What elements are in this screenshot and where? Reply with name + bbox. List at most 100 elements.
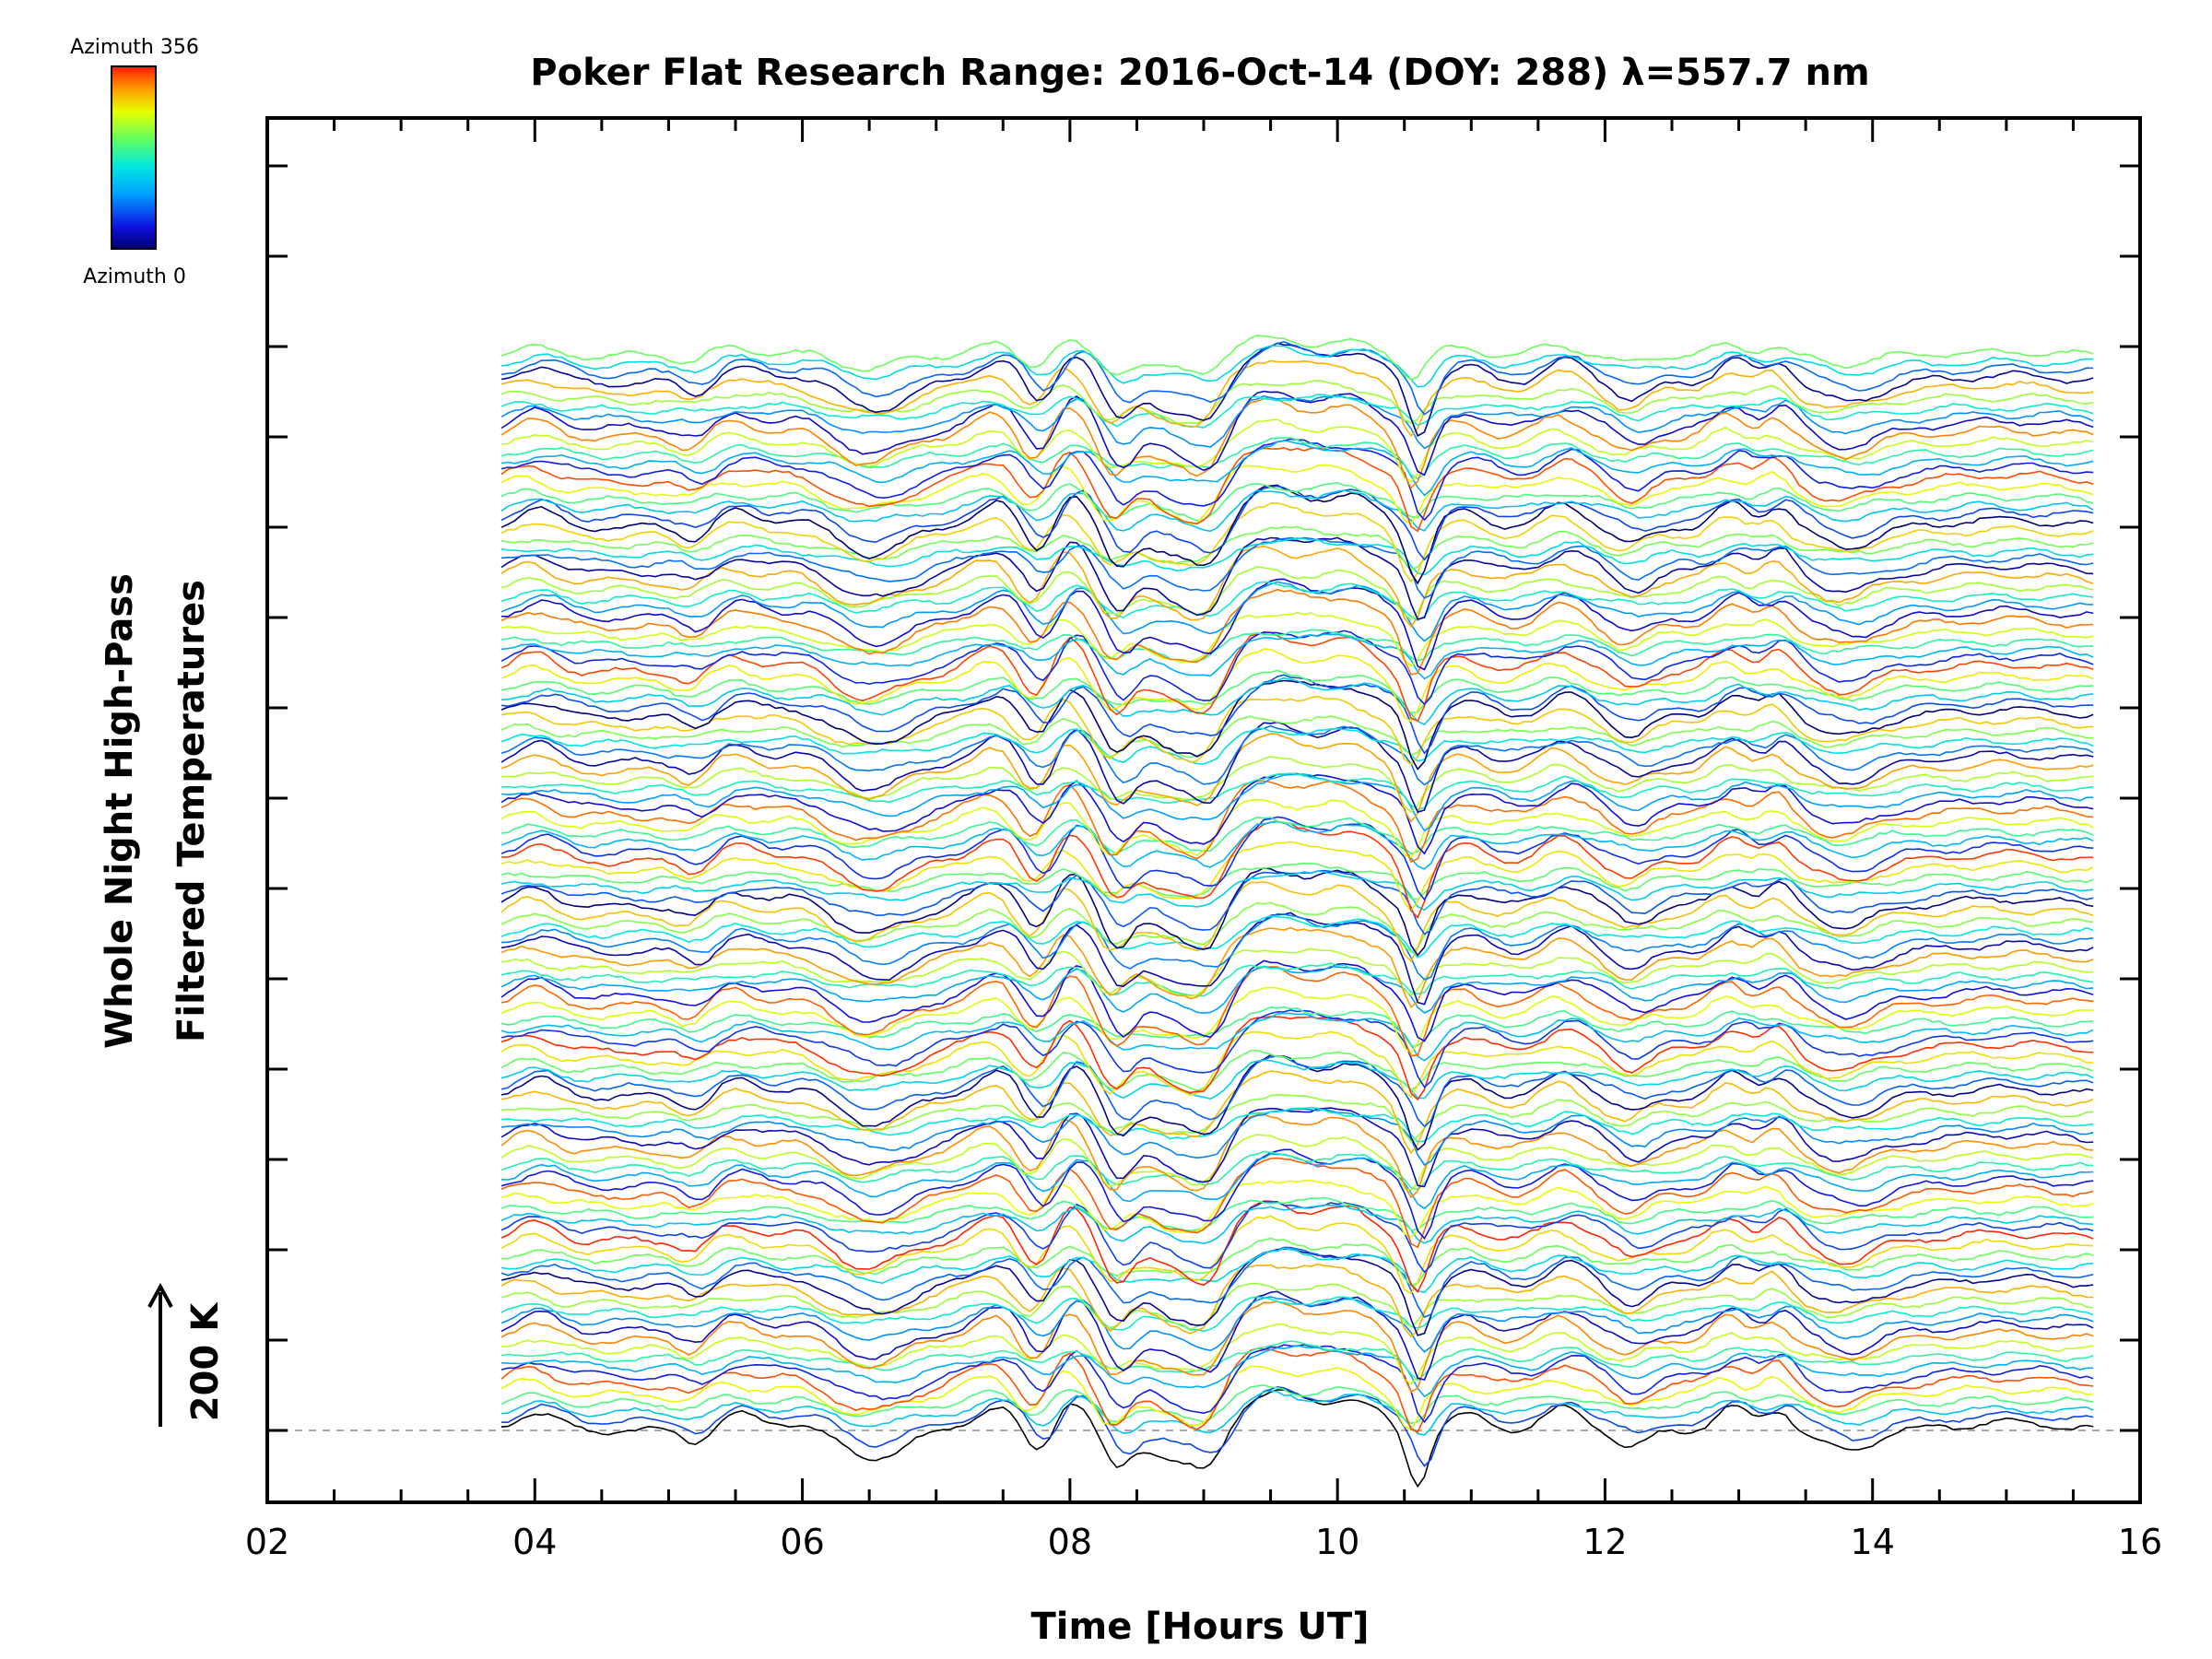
series-line (500, 1148, 2094, 1241)
series-line (500, 780, 2094, 864)
x-tick-label: 06 (780, 1522, 824, 1562)
series-line (500, 914, 2094, 959)
series-line (500, 1107, 2094, 1188)
series-line (500, 380, 2094, 425)
series-line (500, 396, 2094, 489)
series-line (500, 536, 2094, 620)
series-line (500, 1012, 2094, 1062)
series-line (500, 1053, 2094, 1151)
x-tick-label: 04 (512, 1522, 557, 1562)
scale-label: 200 K (184, 1301, 227, 1421)
axis-ticks (265, 118, 2142, 1502)
colorbar: Azimuth 356 Azimuth 0 (70, 36, 199, 288)
series-line (500, 1200, 2094, 1274)
series-line (500, 1157, 2094, 1249)
series-line (500, 1204, 2094, 1244)
series-line (500, 1383, 2094, 1425)
series-line (500, 588, 2094, 676)
series-line (500, 484, 2094, 585)
series-line (500, 816, 2094, 855)
chart-title: Poker Flat Research Range: 2016-Oct-14 (… (530, 52, 1869, 94)
series-line (500, 772, 2094, 855)
series-line (500, 679, 2094, 771)
series-line (500, 986, 2094, 1055)
series-line (500, 966, 2094, 1057)
series-line (500, 525, 2094, 571)
series-line (500, 1016, 2094, 1101)
series-line (501, 1385, 2094, 1467)
series-line (500, 1345, 2094, 1398)
series-line (500, 1179, 2094, 1239)
series-line (500, 1300, 2094, 1394)
series-line (500, 1150, 2094, 1191)
series-line (500, 727, 2094, 765)
y-axis-label: Whole Night High-Pass Filtered Temperatu… (99, 573, 213, 1049)
series-line (500, 1030, 2094, 1099)
series-line (500, 1290, 2094, 1382)
series-line (500, 581, 2094, 642)
series-line (500, 578, 2094, 671)
series-line (500, 345, 2094, 388)
y-axis-label-line-2: Filtered Temperatures (171, 580, 213, 1042)
series-line (500, 1296, 2094, 1333)
series-line (500, 674, 2094, 755)
series-line (500, 465, 2094, 525)
series-line (500, 359, 2094, 438)
series-line (500, 1153, 2094, 1210)
colorbar-top-label: Azimuth 356 (70, 36, 199, 59)
series-line (500, 965, 2094, 1015)
x-tick-labels: 02 04 06 08 10 12 14 16 (245, 1522, 2162, 1562)
series-line (500, 394, 2094, 429)
series-line (500, 481, 2094, 522)
scale-arrowhead-icon (147, 1282, 173, 1308)
series-line (500, 1196, 2094, 1232)
series-line (500, 1134, 2094, 1191)
series-line (500, 1200, 2094, 1293)
x-tick-label: 14 (1851, 1522, 1895, 1562)
series-line (500, 1282, 2094, 1331)
series-line (500, 724, 2094, 786)
series-line (500, 862, 2094, 900)
series-line (500, 489, 2094, 533)
series-line (500, 798, 2094, 859)
series-line (500, 394, 2094, 450)
series-line (500, 1070, 2094, 1155)
series-line (500, 502, 2094, 583)
series-line (500, 648, 2094, 723)
x-tick-label: 12 (1583, 1522, 1627, 1562)
series-line (500, 926, 2094, 1009)
colorbar-bottom-label: Azimuth 0 (83, 265, 186, 288)
series-line (500, 912, 2094, 981)
scale-indicator: 200 K (147, 1282, 227, 1427)
series-line (500, 1093, 2094, 1144)
series-line (500, 677, 2094, 726)
series-line (500, 1390, 2094, 1436)
series-line (500, 440, 2094, 497)
series-line (500, 340, 2094, 416)
series-line (500, 695, 2094, 766)
series-line (500, 866, 2094, 957)
x-tick-label: 10 (1315, 1522, 1359, 1562)
series-line (500, 1059, 2094, 1100)
series-line (500, 1009, 2094, 1088)
series-line (500, 536, 2094, 599)
series-line (500, 1324, 2094, 1385)
series-line (500, 820, 2094, 920)
series-line (500, 418, 2094, 483)
series-line (500, 611, 2094, 667)
series-line (500, 1365, 2094, 1431)
series-line (500, 947, 2094, 997)
series-line (500, 1113, 2094, 1199)
series-line (500, 1347, 2094, 1433)
series-line (500, 756, 2094, 814)
series-line (500, 1106, 2094, 1143)
series-line (500, 901, 2094, 953)
colorbar-gradient (111, 65, 157, 250)
series-line (500, 566, 2094, 621)
series-line (500, 629, 2094, 706)
series-line (500, 1263, 2094, 1338)
x-tick-label: 16 (2118, 1522, 2162, 1562)
x-tick-label: 08 (1048, 1522, 1092, 1562)
series-line (500, 715, 2094, 759)
